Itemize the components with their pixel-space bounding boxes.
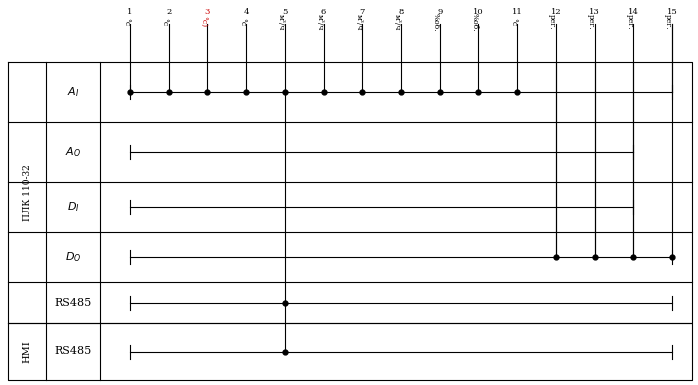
Text: $A_I$: $A_I$: [67, 85, 79, 99]
Text: м³/ч: м³/ч: [315, 14, 324, 30]
Text: 5: 5: [282, 8, 288, 16]
Text: $A_O$: $A_O$: [65, 145, 81, 159]
Text: °с: °с: [122, 18, 130, 26]
Text: 12: 12: [551, 8, 561, 16]
Text: 11: 11: [512, 8, 523, 16]
Text: HMI: HMI: [22, 340, 31, 363]
Text: м³/ч: м³/ч: [393, 14, 401, 30]
Text: RS485: RS485: [54, 298, 91, 308]
Text: °с: °с: [509, 18, 517, 26]
Text: $D_I$: $D_I$: [67, 200, 80, 214]
Text: $D_O$: $D_O$: [65, 250, 81, 264]
Text: 4: 4: [244, 8, 249, 16]
Text: рег.: рег.: [625, 14, 633, 30]
Text: %об.: %об.: [470, 13, 478, 31]
Text: 15: 15: [667, 8, 677, 16]
Text: °с): °с): [200, 17, 207, 28]
Text: м³/ч: м³/ч: [355, 14, 362, 30]
Text: 9: 9: [437, 8, 443, 16]
Text: 3: 3: [205, 8, 210, 16]
Text: %об.: %об.: [432, 13, 440, 31]
Text: 6: 6: [321, 8, 326, 16]
Text: м³/ч: м³/ч: [277, 14, 285, 30]
Text: RS485: RS485: [54, 346, 91, 357]
Text: 14: 14: [628, 8, 639, 16]
Text: °с: °с: [238, 18, 246, 26]
Text: 10: 10: [473, 8, 484, 16]
Text: рег.: рег.: [664, 14, 672, 30]
Text: 13: 13: [589, 8, 600, 16]
Text: рег.: рег.: [586, 14, 595, 30]
Text: ПЛК 110-32: ПЛК 110-32: [22, 164, 31, 221]
Text: рег.: рег.: [548, 14, 556, 30]
Text: 2: 2: [166, 8, 171, 16]
Text: 7: 7: [359, 8, 365, 16]
Text: 1: 1: [127, 8, 133, 16]
Text: 8: 8: [399, 8, 403, 16]
Text: °с: °с: [161, 18, 169, 26]
